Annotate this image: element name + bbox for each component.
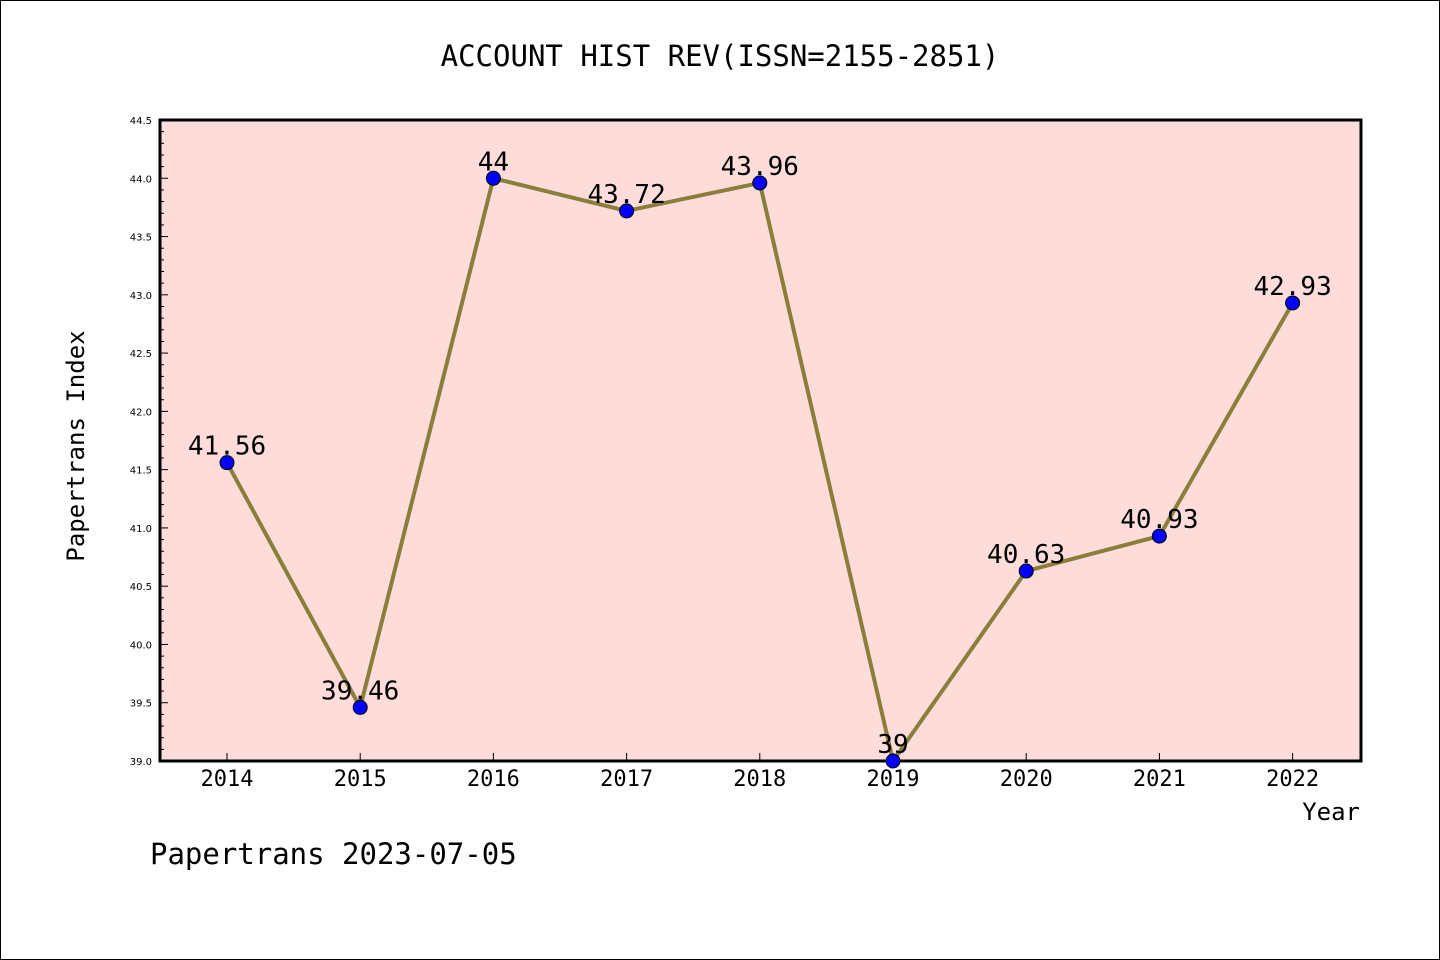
data-point — [352, 699, 368, 715]
data-label: 43.96 — [721, 152, 799, 182]
y-axis-label: Papertrans Index — [62, 330, 90, 561]
y-tick-label: 40.5 — [130, 582, 152, 593]
x-axis-ticks: 2014 2015 2016 2017 2018 2019 2020 2021 2022 — [201, 753, 1319, 792]
x-tick-label: 2016 — [467, 767, 520, 792]
x-tick-label: 2019 — [867, 767, 920, 792]
data-point — [219, 455, 235, 471]
x-tick-label: 2018 — [733, 767, 786, 792]
data-labels: 41.56 39.46 44 43.72 43.96 39 40.63 40.93 42.93 — [188, 147, 1332, 760]
y-tick-label: 41.0 — [130, 524, 152, 535]
series-layer — [219, 170, 1301, 769]
data-point — [885, 753, 901, 769]
data-label: 42.93 — [1253, 272, 1331, 302]
x-tick-label: 2021 — [1133, 767, 1186, 792]
x-tick-label: 2015 — [334, 767, 387, 792]
data-point — [485, 170, 501, 186]
x-axis-label: Year — [1302, 798, 1360, 826]
y-tick-label: 44.0 — [130, 174, 152, 185]
y-axis-ticks: 39.0 39.5 40.0 40.5 41.0 41.5 42.0 42.5 43.0 43.5… — [130, 116, 168, 768]
data-label: 44 — [478, 147, 509, 177]
data-point — [1285, 295, 1301, 311]
x-tick-label: 2014 — [201, 767, 254, 792]
data-point — [1151, 528, 1167, 544]
y-tick-label: 43.5 — [130, 233, 152, 244]
data-point — [1018, 563, 1034, 579]
y-tick-label: 43.0 — [130, 291, 152, 302]
x-tick-label: 2022 — [1266, 767, 1319, 792]
data-label: 43.72 — [587, 180, 665, 210]
chart-title: ACCOUNT HIST REV(ISSN=2155-2851) — [441, 39, 1000, 73]
data-point — [619, 203, 635, 219]
y-tick-label: 42.0 — [130, 407, 152, 418]
data-label: 39 — [877, 730, 908, 760]
y-tick-label: 40.0 — [130, 640, 152, 651]
plot-area — [158, 118, 1363, 763]
data-label: 41.56 — [188, 432, 266, 462]
footer-credit: Papertrans 2023-07-05 — [150, 837, 517, 871]
data-point — [752, 175, 768, 191]
data-label: 40.63 — [987, 540, 1065, 570]
y-tick-label: 39.5 — [130, 699, 152, 710]
x-tick-label: 2017 — [600, 767, 653, 792]
x-tick-label: 2020 — [1000, 767, 1053, 792]
y-tick-label: 41.5 — [130, 466, 152, 477]
data-label: 39.46 — [321, 676, 399, 706]
data-label: 40.93 — [1120, 505, 1198, 535]
y-tick-label: 39.0 — [130, 757, 152, 768]
y-tick-label: 44.5 — [130, 116, 152, 127]
y-tick-label: 42.5 — [130, 349, 152, 360]
